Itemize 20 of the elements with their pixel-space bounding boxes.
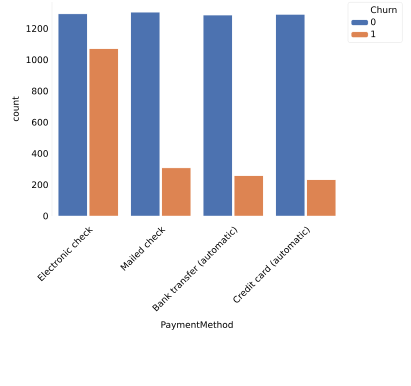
bar [89, 48, 118, 216]
bar [234, 176, 264, 216]
bar [203, 15, 232, 216]
legend-label: 1 [371, 30, 376, 38]
legend-title: Churn [370, 6, 396, 14]
y-tick-label: 200 [32, 181, 48, 188]
y-tick-label: 800 [32, 88, 48, 94]
bar [130, 12, 160, 216]
x-axis-title: PaymentMethod [161, 321, 233, 330]
y-tick-label: 1200 [26, 25, 48, 32]
y-tick-label: 1000 [26, 56, 48, 64]
bar [276, 14, 305, 216]
bar [162, 168, 191, 216]
y-tick-label: 600 [32, 118, 48, 126]
legend-label: 0 [370, 18, 376, 26]
bar [58, 14, 88, 216]
y-axis-title: count [12, 96, 19, 122]
y-tick-label: 400 [32, 150, 48, 157]
y-tick-label: 0 [43, 212, 48, 220]
bar [306, 180, 336, 216]
